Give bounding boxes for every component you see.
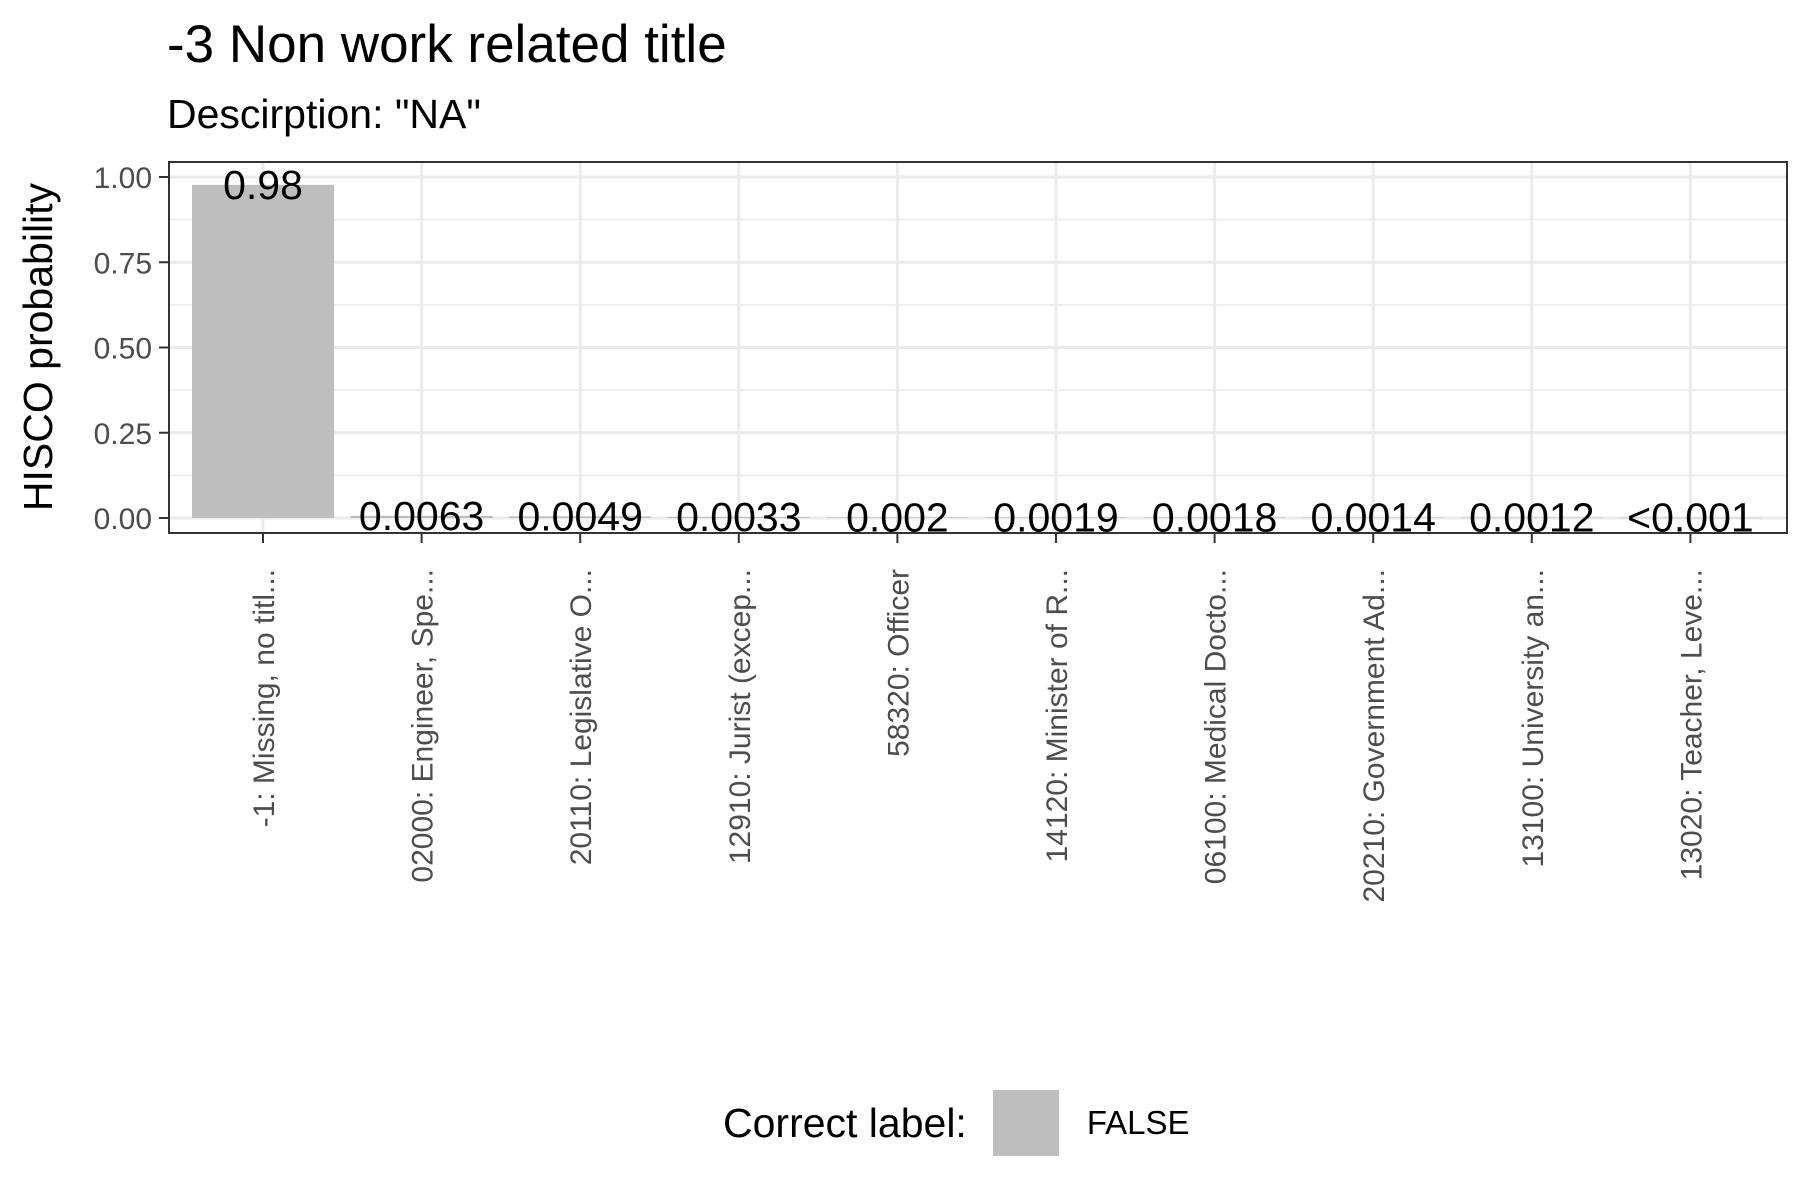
bar-value-label: 0.0063 <box>359 493 484 539</box>
x-tick-label: 20110: Legislative O... <box>565 569 598 865</box>
x-tick-label: 13020: Teacher, Leve... <box>1675 569 1708 880</box>
bar <box>1302 517 1445 519</box>
y-tick-label: 1.00 <box>94 162 152 195</box>
y-tick-label: 0.25 <box>94 418 152 451</box>
bar <box>1460 517 1603 519</box>
x-tick-label: 02000: Engineer, Spe... <box>407 569 440 883</box>
chart-title: -3 Non work related title <box>167 15 727 74</box>
x-tick-label: 13100: University an... <box>1517 569 1550 868</box>
x-tick-label: 14120: Minister of R... <box>1041 569 1074 862</box>
legend-key-false <box>992 1090 1059 1156</box>
bar-value-labels: 0.980.0063 0.0049 0.0033 0.002 0.0019 0.0018 0… <box>223 162 1754 541</box>
legend-title: Correct label: <box>723 1099 967 1146</box>
major-gridlines <box>169 162 1787 533</box>
bar <box>350 515 493 518</box>
bar <box>192 184 334 518</box>
bar-value-label: 0.98 <box>223 162 303 208</box>
bars <box>192 184 1762 519</box>
x-tick-label: 06100: Medical Docto... <box>1200 569 1233 884</box>
bar <box>667 516 810 518</box>
legend: Correct label: FALSE <box>723 1088 1190 1158</box>
bar <box>826 517 969 518</box>
bar-value-label: 0.0049 <box>517 493 642 539</box>
y-axis-title: HISCO probability <box>15 182 61 511</box>
x-tick-label: 20210: Government Ad... <box>1358 569 1391 903</box>
y-tick-label: 0.75 <box>94 247 152 280</box>
legend-label-false: FALSE <box>1086 1104 1190 1141</box>
x-axis: -1: Missing, no titl... 02000: Engineer, … <box>248 533 1708 903</box>
minor-gridlines <box>169 218 1787 477</box>
x-tick-label: 12910: Jurist (excep... <box>724 569 757 864</box>
chart-subtitle: Descirption: "NA" <box>167 91 481 137</box>
x-tick-label: 58320: Officer <box>882 569 915 757</box>
bar <box>1143 517 1286 518</box>
bar <box>985 517 1127 518</box>
bar <box>509 516 652 518</box>
y-tick-label: 0.50 <box>94 333 152 366</box>
bar <box>1619 517 1762 519</box>
y-tick-label: 0.00 <box>94 503 152 536</box>
y-axis: 0.00 0.25 0.50 0.75 1.00 <box>94 162 169 536</box>
x-tick-label: -1: Missing, no titl... <box>248 569 281 827</box>
